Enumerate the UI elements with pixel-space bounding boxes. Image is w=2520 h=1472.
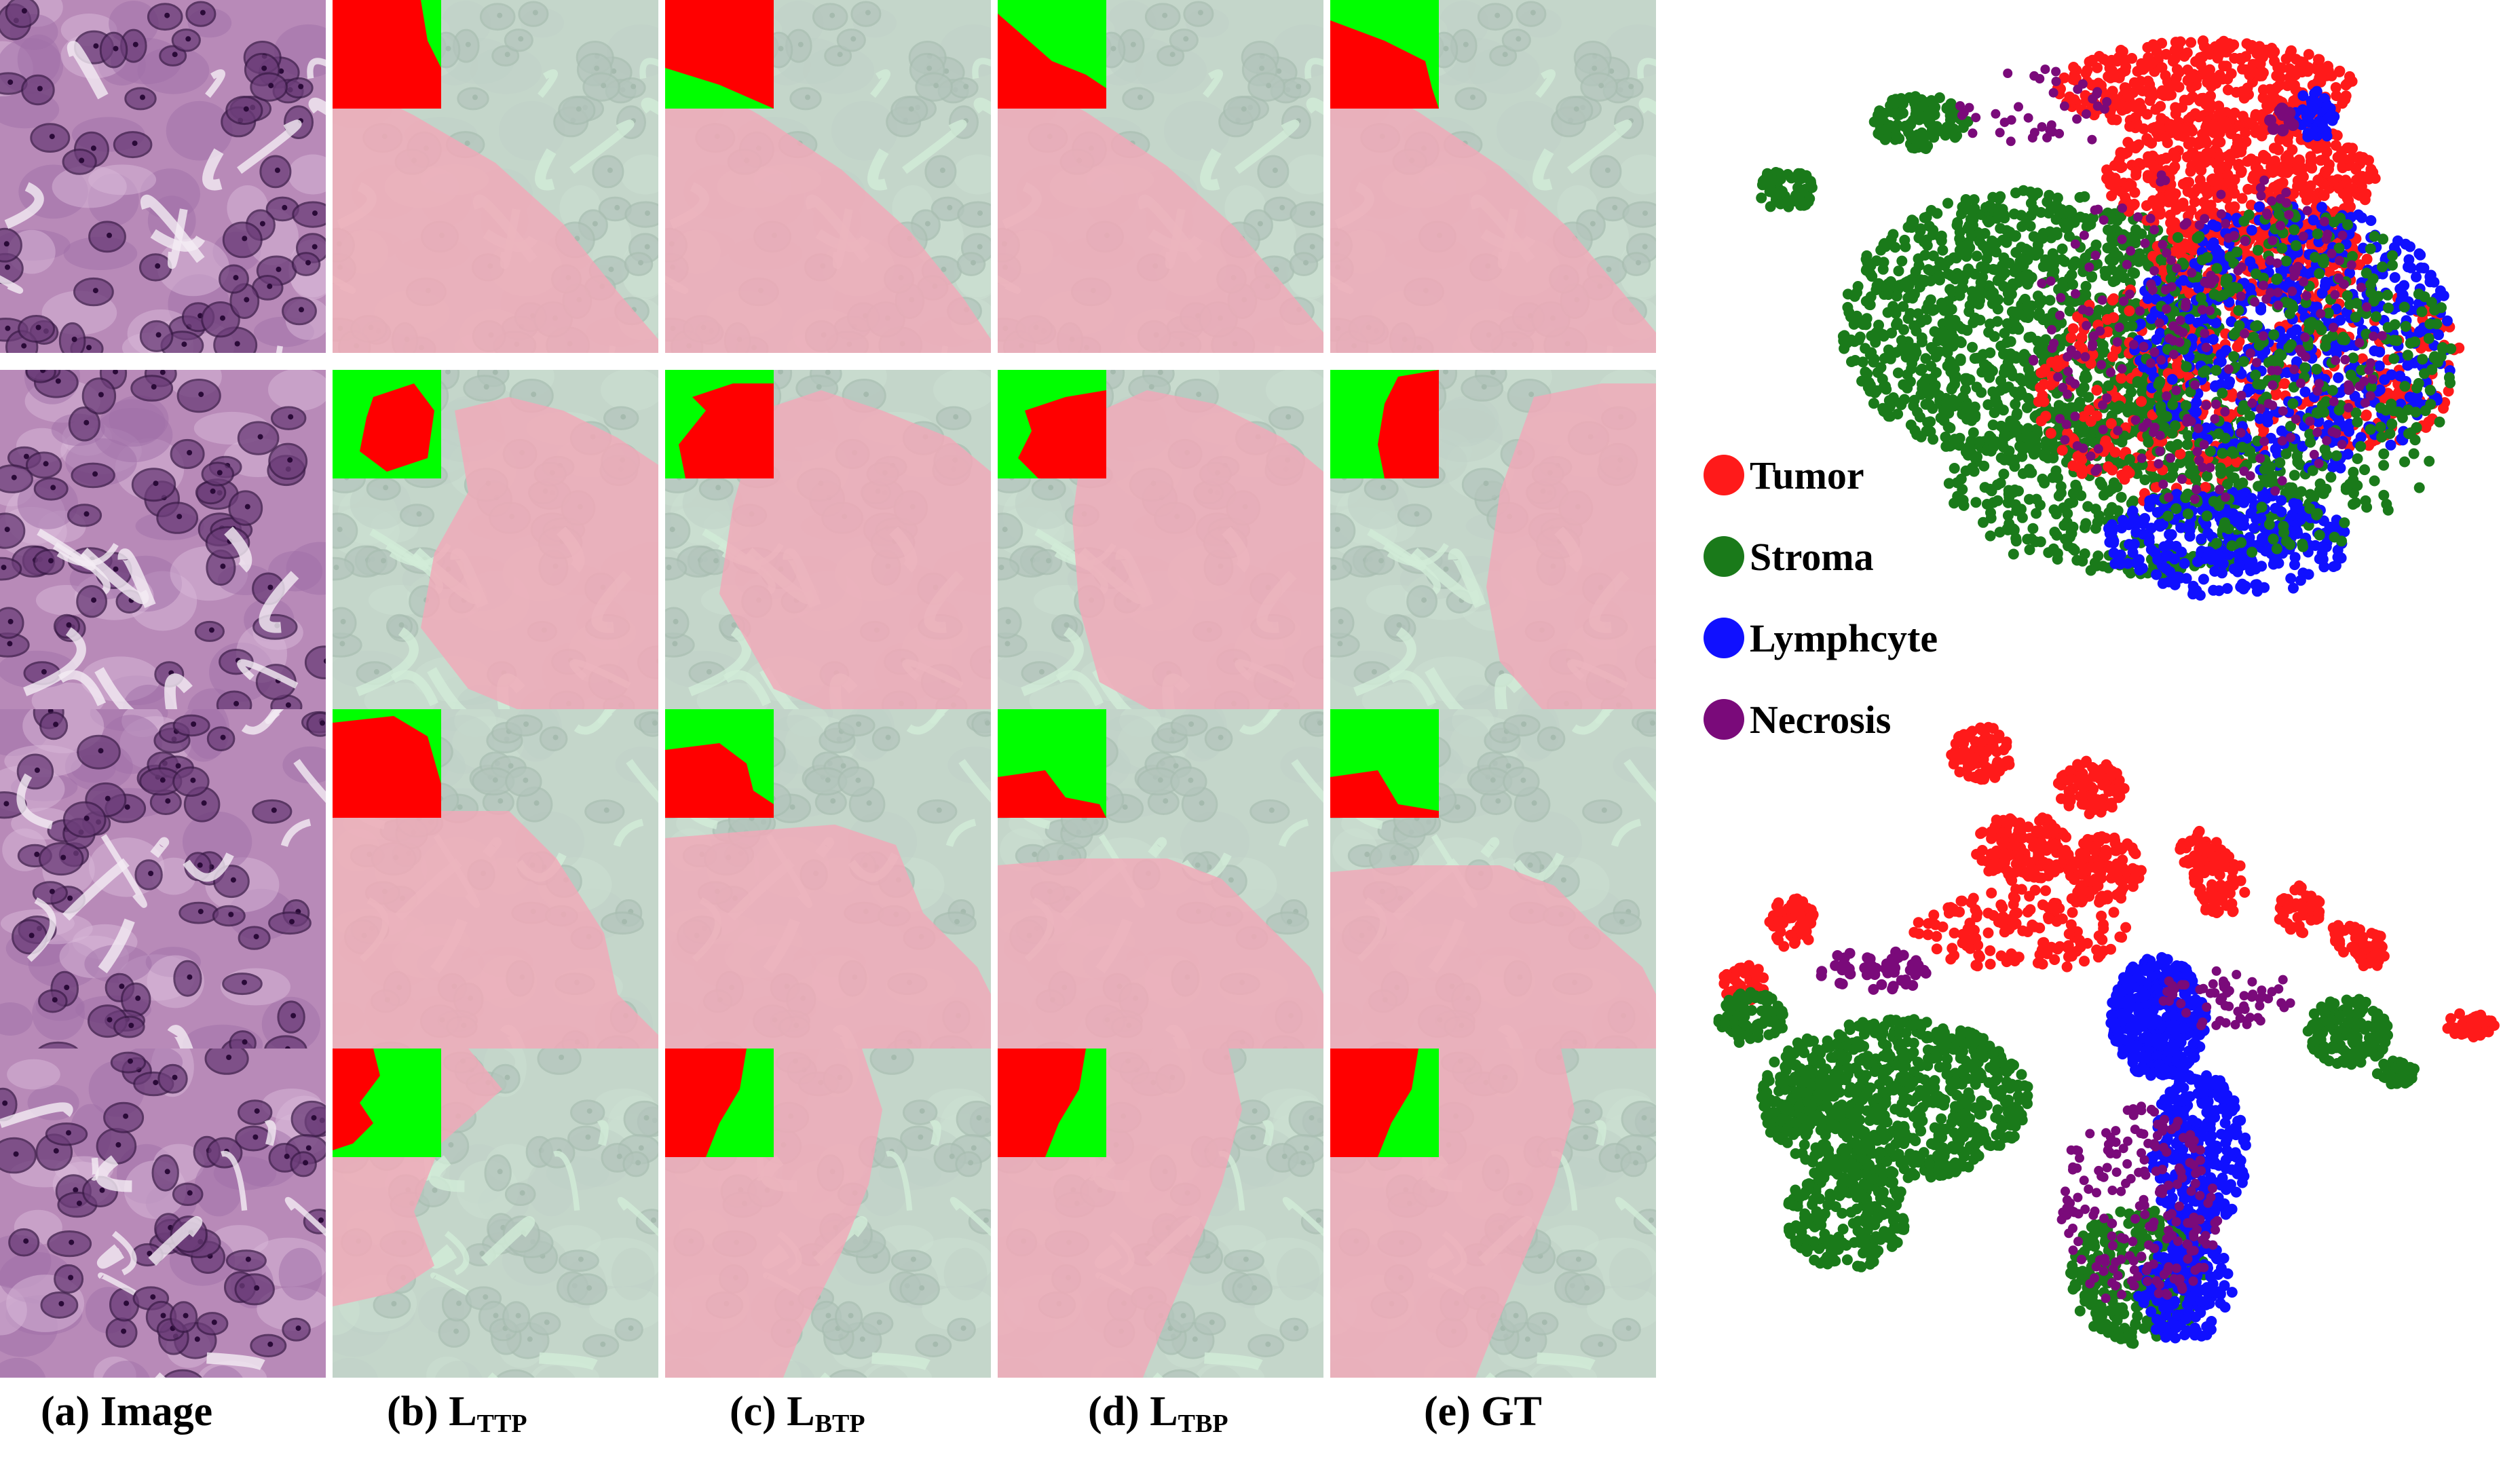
- legend-lymphcyte-swatch: [1704, 618, 1744, 658]
- tsne-bottom: [1713, 721, 2500, 1349]
- mask-inset: [1330, 0, 1439, 109]
- legend-necrosis: Necrosis: [1704, 692, 1891, 747]
- mask-inset: [333, 1049, 441, 1157]
- mask-inset: [333, 0, 441, 109]
- tile-r2-c3: [998, 709, 1323, 1062]
- legend-necrosis-label: Necrosis: [1750, 697, 1892, 742]
- legend-tumor-label: Tumor: [1750, 453, 1864, 497]
- caption-gt: (e) GT: [1424, 1389, 1542, 1435]
- tile-r3-c4: [1330, 1049, 1656, 1378]
- tile-r1-c1: [333, 370, 658, 723]
- caption-image: (a) Image: [41, 1389, 213, 1435]
- tile-r0-c0: [0, 0, 326, 353]
- mask-inset: [1330, 1049, 1439, 1157]
- mask-inset: [998, 0, 1106, 109]
- tile-r2-c1: [333, 709, 658, 1062]
- legend-lymphcyte: Lymphcyte: [1704, 611, 1938, 665]
- tile-r1-c2: [665, 370, 991, 723]
- mask-inset: [1330, 709, 1439, 818]
- tile-r3-c1: [333, 1049, 658, 1378]
- mask-inset: [333, 709, 441, 818]
- tile-r1-c0: [0, 370, 326, 723]
- caption-ltp: (b) LTTP: [387, 1389, 527, 1438]
- tile-r0-c3: [998, 0, 1323, 353]
- tile-r0-c4: [1330, 0, 1656, 353]
- mask-inset: [998, 1049, 1106, 1157]
- mask-inset: [665, 0, 774, 109]
- tile-r2-c4: [1330, 709, 1656, 1062]
- tile-r3-c0: [0, 1049, 326, 1378]
- tile-r0-c2: [665, 0, 991, 353]
- mask-inset: [1330, 370, 1439, 478]
- mask-inset: [665, 709, 774, 818]
- tsne-top: [1756, 35, 2465, 601]
- tile-r0-c1: [333, 0, 658, 353]
- mask-inset: [333, 370, 441, 478]
- tile-r1-c3: [998, 370, 1323, 723]
- tile-r2-c0: [0, 709, 326, 1062]
- tile-r3-c3: [998, 1049, 1323, 1378]
- legend-stroma-label: Stroma: [1750, 534, 1874, 579]
- tile-r3-c2: [665, 1049, 991, 1378]
- segmentation-grid: [0, 0, 1656, 1378]
- mask-inset: [665, 1049, 774, 1157]
- legend-tumor-swatch: [1704, 455, 1744, 495]
- legend-stroma-swatch: [1704, 536, 1744, 577]
- mask-inset: [665, 370, 774, 478]
- mask-inset: [998, 709, 1106, 818]
- legend-tumor: Tumor: [1704, 448, 1864, 502]
- tile-r2-c2: [665, 709, 991, 1062]
- caption-ltbp: (d) LTBP: [1088, 1389, 1228, 1438]
- legend-lymphcyte-label: Lymphcyte: [1750, 616, 1938, 660]
- mask-inset: [998, 370, 1106, 478]
- caption-lbtp: (c) LBTP: [730, 1389, 865, 1438]
- tile-r1-c4: [1330, 370, 1656, 723]
- legend-stroma: Stroma: [1704, 529, 1874, 584]
- legend-necrosis-swatch: [1704, 699, 1744, 740]
